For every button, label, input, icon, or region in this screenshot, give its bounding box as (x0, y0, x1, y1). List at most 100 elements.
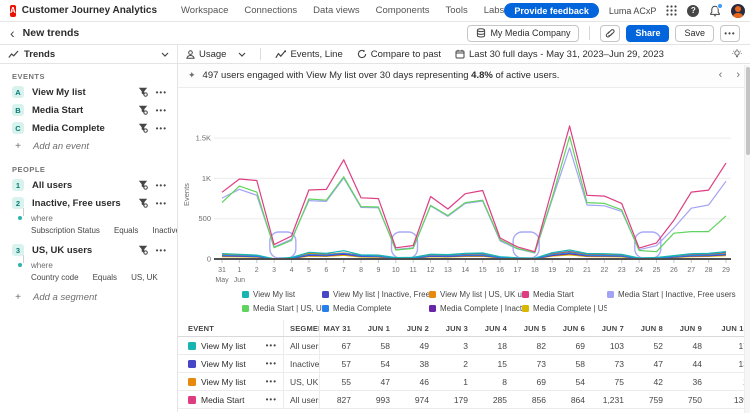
legend-item-1[interactable]: View My list | Inactive, Free us... (322, 290, 429, 299)
legend-item-6[interactable]: Media Complete (322, 304, 429, 313)
more-icon[interactable]: ••• (266, 359, 277, 368)
save-button[interactable]: Save (675, 25, 714, 42)
segment-row-all-users[interactable]: 1All users••• (0, 176, 177, 194)
column-header-may-31[interactable]: MAY 31 (320, 324, 359, 333)
segment-where-clause: whereCountry codeEqualsUS, UK (0, 259, 177, 288)
top-nav-item-labs[interactable]: Labs (484, 5, 505, 16)
x-tick-label: 21 (583, 267, 591, 274)
top-nav-item-workspace[interactable]: Workspace (181, 5, 228, 16)
where-field[interactable]: Country code (31, 273, 79, 282)
top-nav-item-connections[interactable]: Connections (244, 5, 297, 16)
column-header-jun-4[interactable]: JUN 4 (476, 324, 515, 333)
column-header-segment[interactable]: SEGMENT (284, 320, 320, 336)
more-icon[interactable]: ••• (156, 246, 167, 255)
value-cell: 993 (359, 395, 398, 405)
data-view-selector-button[interactable]: My Media Company (467, 25, 579, 42)
scrollbar-thumb[interactable] (746, 67, 750, 155)
y-tick-label: 0 (207, 255, 211, 264)
help-icon[interactable]: ? (687, 5, 699, 17)
segment-label: All users (32, 180, 138, 191)
legend-item-0[interactable]: View My list (242, 290, 322, 299)
where-operator[interactable]: Equals (93, 273, 117, 282)
view-selector[interactable]: Trends (0, 45, 178, 63)
provide-feedback-button[interactable]: Provide feedback (504, 3, 599, 18)
more-icon[interactable]: ••• (266, 377, 277, 386)
more-icon[interactable]: ••• (156, 88, 167, 97)
date-range-button[interactable]: Last 30 full days - May 31, 2023–Jun 29,… (455, 49, 664, 60)
column-header-jun-2[interactable]: JUN 2 (398, 324, 437, 333)
filter-funnel-icon[interactable] (138, 87, 148, 97)
top-nav-item-tools[interactable]: Tools (446, 5, 468, 16)
legend-item-7[interactable]: Media Complete | Inactive, Fre... (429, 304, 522, 313)
more-icon[interactable]: ••• (156, 124, 167, 133)
share-button[interactable]: Share (626, 25, 669, 42)
x-tick-label: 3 (272, 267, 276, 274)
chart-main-area: ✦ 497 users engaged with View My list ov… (178, 64, 750, 412)
column-header-event[interactable]: EVENT (178, 320, 284, 336)
add-segment-button[interactable]: + Add a segment (0, 288, 177, 306)
legend-item-3[interactable]: Media Start (522, 290, 607, 299)
segment-label: US, UK users (32, 245, 138, 256)
chart-type-button[interactable]: Events, Line (275, 49, 342, 60)
filter-funnel-icon[interactable] (138, 105, 148, 115)
more-icon[interactable]: ••• (266, 341, 277, 350)
segment-row-us-uk-users[interactable]: 3US, UK users••• (0, 241, 177, 259)
where-value[interactable]: Inactive, Free (152, 226, 178, 235)
where-operator[interactable]: Equals (114, 226, 138, 235)
filter-funnel-icon[interactable] (138, 245, 148, 255)
copy-link-button[interactable] (600, 25, 620, 42)
column-header-jun-8[interactable]: JUN 8 (632, 324, 671, 333)
anomaly-marker[interactable] (513, 232, 539, 258)
series-line-4[interactable] (222, 148, 726, 253)
more-icon[interactable]: ••• (156, 181, 167, 190)
column-header-jun-5[interactable]: JUN 5 (515, 324, 554, 333)
column-header-jun-7[interactable]: JUN 7 (593, 324, 632, 333)
column-header-jun-1[interactable]: JUN 1 (359, 324, 398, 333)
compare-to-past-button[interactable]: Compare to past (357, 49, 441, 60)
insight-next-icon[interactable]: › (736, 70, 740, 81)
notifications-bell-icon[interactable] (709, 5, 721, 17)
legend-item-4[interactable]: Media Start | Inactive, Free users (607, 290, 750, 299)
column-header-jun-9[interactable]: JUN 9 (671, 324, 710, 333)
where-value[interactable]: US, UK (131, 273, 158, 282)
vertical-scrollbar[interactable] (744, 65, 750, 413)
value-cell: 82 (515, 341, 554, 351)
divider (589, 26, 590, 40)
more-icon[interactable]: ••• (266, 395, 277, 404)
event-row-view-my-list[interactable]: AView My list••• (0, 83, 177, 101)
chart-type-label: Events, Line (290, 49, 342, 60)
legend-item-8[interactable]: Media Complete | US, UK users (522, 304, 607, 313)
more-icon[interactable]: ••• (156, 199, 167, 208)
event-name: Media Start (201, 395, 261, 405)
filter-funnel-icon[interactable] (138, 180, 148, 190)
legend-swatch (429, 305, 436, 312)
events-section-header: EVENTS (0, 68, 177, 83)
back-chevron-icon[interactable]: ‹ (10, 26, 15, 40)
event-row-media-complete[interactable]: CMedia Complete••• (0, 119, 177, 137)
top-nav-item-data-views[interactable]: Data views (313, 5, 359, 16)
event-row-media-start[interactable]: BMedia Start••• (0, 101, 177, 119)
where-field[interactable]: Subscription Status (31, 226, 100, 235)
series-line-5[interactable] (222, 137, 726, 253)
column-header-jun-10[interactable]: JUN 10 (710, 324, 744, 333)
more-icon[interactable]: ••• (156, 106, 167, 115)
apps-grid-icon[interactable] (666, 5, 677, 16)
legend-item-2[interactable]: View My list | US, UK users (429, 290, 522, 299)
usage-dropdown[interactable]: Usage (186, 49, 246, 60)
insights-bulb-icon[interactable] (732, 49, 742, 60)
insight-prev-icon[interactable]: ‹ (719, 70, 723, 81)
legend-item-5[interactable]: Media Start | US, UK users (242, 304, 322, 313)
filter-funnel-icon[interactable] (138, 198, 148, 208)
x-tick-label: 20 (566, 267, 574, 274)
column-header-jun-6[interactable]: JUN 6 (554, 324, 593, 333)
more-actions-button[interactable]: ••• (720, 25, 740, 42)
filter-funnel-icon[interactable] (138, 123, 148, 133)
user-avatar[interactable] (731, 4, 745, 18)
series-line-3[interactable] (222, 126, 726, 252)
event-badge: A (12, 86, 24, 98)
column-header-jun-3[interactable]: JUN 3 (437, 324, 476, 333)
top-nav-item-components[interactable]: Components (376, 5, 430, 16)
segment-row-inactive-free-users[interactable]: 2Inactive, Free users••• (0, 194, 177, 212)
line-chart-icon (275, 50, 286, 59)
add-event-button[interactable]: + Add an event (0, 137, 177, 155)
